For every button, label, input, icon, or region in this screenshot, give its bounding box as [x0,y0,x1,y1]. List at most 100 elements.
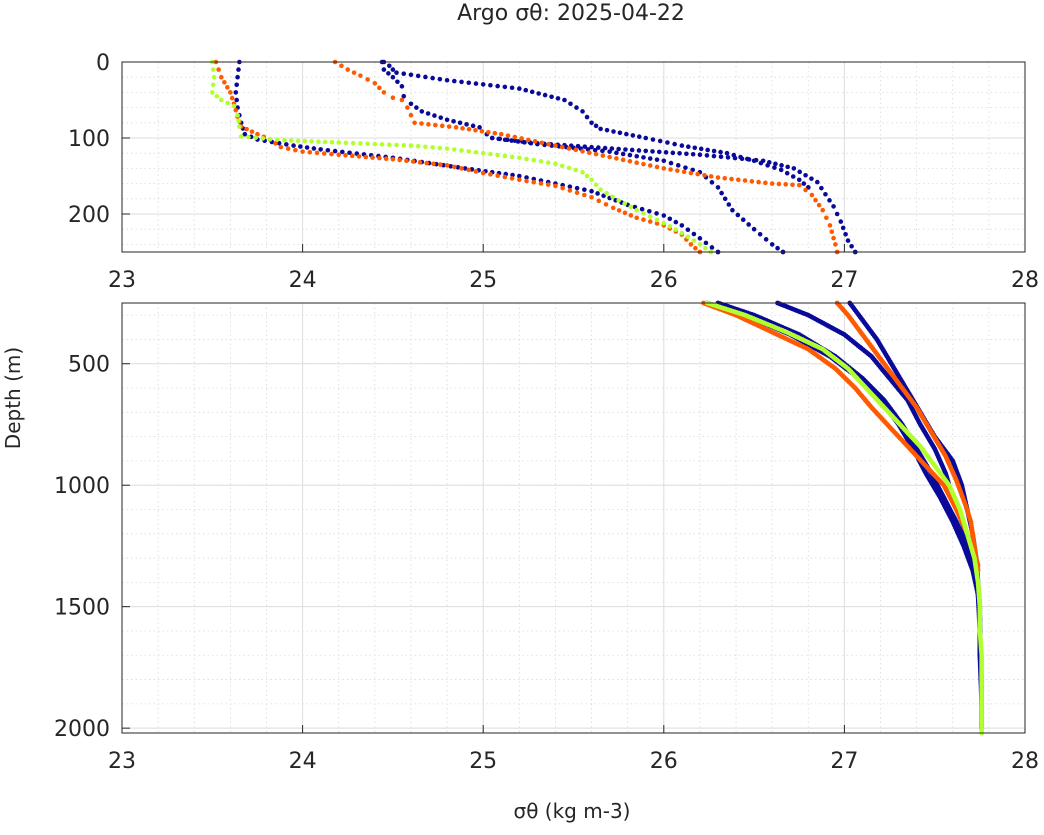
profile-point [654,164,660,170]
profile-point [673,219,679,225]
profile-point [643,148,649,154]
profile-point [827,223,833,228]
y-tick-label: 500 [68,353,110,378]
profile-point [803,172,808,178]
profile-point [466,167,472,173]
profile-point [452,78,457,84]
profile-point [751,158,757,164]
profile-point [628,204,633,210]
profile-point [302,138,308,144]
profile-point [498,131,504,137]
profile-point [275,137,280,142]
profile-point [641,217,646,222]
profile-point [679,230,685,236]
profile-point [593,182,599,188]
upper-profile-lime-6 [210,59,714,255]
profile-point [709,245,715,250]
x-tick-label: 28 [1011,268,1039,293]
profile-point [584,173,590,179]
profile-point [630,133,636,138]
profile-point [329,151,334,157]
profile-point [446,124,452,129]
profile-point [340,149,345,155]
profile-point [510,172,515,178]
profile-point [573,167,579,173]
profile-point [379,142,385,147]
profile-point [496,136,501,142]
profile-point [399,84,405,89]
lower-series-layer [701,300,985,736]
profile-point [489,135,495,141]
profile-point [329,139,335,145]
profile-point [235,112,240,118]
profile-point [222,79,227,85]
profile-point [545,182,551,187]
profile-point [769,242,775,247]
profile-point [210,82,216,88]
profile-point [526,137,531,143]
profile-point [293,147,298,153]
profile-point [246,134,251,140]
profile-point [401,93,407,99]
profile-point [370,155,375,160]
profile-point [628,213,634,218]
profile-point [735,212,741,218]
profile-point [627,158,633,164]
profile-point [236,118,241,124]
profile-point [598,126,603,132]
profile-point [439,123,445,129]
x-tick-label: 25 [469,268,497,293]
chart-title: Argo σθ: 2025-04-22 [457,1,685,26]
profile-point [538,181,544,186]
profile-point [298,144,303,149]
profile-point [697,242,703,247]
profile-point [473,127,478,133]
lower-profile-lime-6 [704,300,985,736]
profile-point [791,166,797,171]
profile-point [820,207,826,213]
profile-point [562,97,567,103]
profile-point [438,162,443,167]
profile-point [553,161,558,167]
profile-point [532,139,538,144]
profile-point [546,141,551,147]
profile-point [480,82,486,87]
profile-point [668,160,674,166]
profile-point [390,95,396,101]
profile-point [596,198,602,204]
profile-point [278,144,284,150]
profile-point [593,151,599,157]
profile-point [289,138,294,143]
profile-point [568,101,573,107]
profile-point [438,115,444,120]
profile-point [607,149,612,154]
profile-point [797,169,802,175]
profile-point [401,71,407,77]
profile-point [670,150,676,156]
profile-point [488,82,493,88]
profile-point [600,153,606,158]
profile-point [724,150,730,156]
profile-point [536,91,541,96]
profile-point [654,221,660,226]
profile-point [602,145,608,151]
profile-point [555,96,561,101]
profile-point [683,165,688,170]
profile-point [311,146,317,151]
profile-point [647,163,653,168]
profile-point [772,165,777,170]
profile-point [404,158,409,164]
profile-point [598,187,603,192]
profile-point [622,210,628,216]
profile-point [390,74,396,80]
profile-point [667,224,673,229]
profile-point [549,94,554,100]
upper-x-ticks: 23 24 25 26 27 28 [108,244,1039,293]
profile-point [647,208,652,214]
profile-point [677,151,682,156]
profile-point [589,144,594,150]
profile-point [574,185,580,191]
profile-point [401,143,407,148]
profile-point [725,155,731,160]
profile-point [390,156,396,162]
